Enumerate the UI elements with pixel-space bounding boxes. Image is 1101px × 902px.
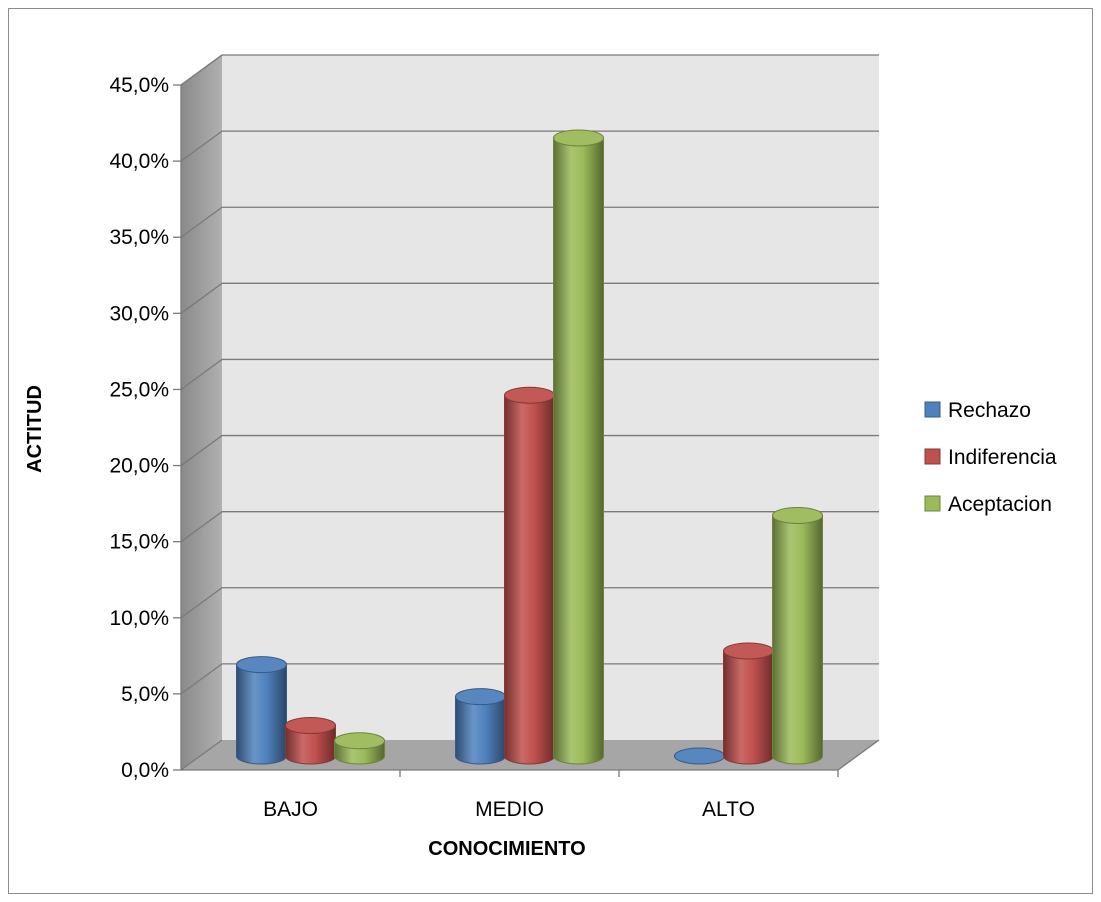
gridline bbox=[180, 206, 879, 238]
x-tick-label: BAJO bbox=[263, 798, 318, 821]
bar-indiferencia-alto bbox=[723, 642, 774, 765]
bar-rechazo-alto bbox=[674, 747, 725, 765]
gridline bbox=[180, 587, 879, 619]
y-tick-label: 45,0% bbox=[109, 74, 169, 97]
bar-top bbox=[504, 386, 555, 404]
legend: Rechazo Indiferencia Aceptacion bbox=[924, 399, 1057, 516]
y-axis-title: ACTITUD bbox=[24, 385, 46, 473]
bar-top bbox=[455, 688, 506, 706]
y-tick-label: 35,0% bbox=[109, 226, 169, 249]
side-wall bbox=[181, 55, 222, 770]
y-tick-label: 20,0% bbox=[109, 455, 169, 478]
bar-top bbox=[236, 656, 287, 674]
depth-edge bbox=[837, 739, 880, 771]
bars bbox=[236, 129, 823, 765]
gridline bbox=[180, 434, 879, 467]
legend-swatch bbox=[924, 448, 941, 465]
x-tick-label: ALTO bbox=[702, 798, 755, 821]
bar-aceptacion-medio bbox=[553, 129, 604, 765]
bar-aceptacion-alto bbox=[772, 506, 823, 765]
bar-top bbox=[334, 732, 385, 750]
y-tick-label: 0,0% bbox=[121, 759, 169, 782]
bar-chart: 0,0% 5,0% 10,0% 15,0% 20,0% 25,0% 30,0% 35,0% 40… bbox=[24, 54, 1057, 860]
bar-top bbox=[553, 129, 604, 147]
gridline bbox=[180, 130, 879, 162]
depth-edge bbox=[180, 54, 223, 86]
bar-top bbox=[285, 717, 336, 735]
gridlines bbox=[180, 54, 880, 771]
legend-item-aceptacion: Aceptacion bbox=[924, 493, 1052, 516]
x-axis-ticks: BAJO MEDIO ALTO bbox=[263, 770, 839, 821]
legend-label: Indiferencia bbox=[948, 446, 1057, 469]
y-tick-label: 25,0% bbox=[109, 378, 169, 401]
bar-body bbox=[772, 514, 823, 765]
legend-item-indiferencia: Indiferencia bbox=[924, 446, 1057, 469]
chart-frame: 0,0% 5,0% 10,0% 15,0% 20,0% 25,0% 30,0% 35,0% 40… bbox=[8, 8, 1093, 894]
y-tick-label: 30,0% bbox=[109, 302, 169, 325]
x-axis-title: CONOCIMIENTO bbox=[428, 838, 585, 860]
legend-label: Rechazo bbox=[948, 399, 1031, 422]
bar-body bbox=[455, 696, 506, 765]
bar-rechazo-medio bbox=[455, 688, 506, 765]
bar-body bbox=[504, 394, 555, 765]
gridline bbox=[180, 511, 879, 543]
x-tick-label: MEDIO bbox=[475, 798, 544, 821]
gridline bbox=[180, 282, 879, 314]
depth-edge bbox=[180, 739, 223, 771]
y-tick-label: 5,0% bbox=[121, 683, 169, 706]
bar-body bbox=[723, 650, 774, 765]
y-tick-label: 40,0% bbox=[109, 150, 169, 173]
gridline bbox=[180, 358, 879, 390]
legend-item-rechazo: Rechazo bbox=[924, 399, 1031, 422]
legend-swatch bbox=[924, 495, 941, 512]
legend-swatch bbox=[924, 401, 941, 418]
bar-top bbox=[723, 642, 774, 660]
bar-indiferencia-bajo bbox=[285, 717, 336, 765]
bar-indiferencia-medio bbox=[504, 386, 555, 765]
legend-label: Aceptacion bbox=[948, 493, 1052, 516]
y-axis-ticks: 0,0% 5,0% 10,0% 15,0% 20,0% 25,0% 30,0% 35,0% 40… bbox=[109, 74, 181, 782]
bar-rechazo-bajo bbox=[236, 656, 287, 765]
bar-aceptacion-bajo bbox=[334, 732, 385, 765]
gridline bbox=[180, 663, 879, 695]
bar-top bbox=[772, 506, 823, 524]
bar-body bbox=[553, 137, 604, 765]
y-tick-label: 15,0% bbox=[109, 531, 169, 554]
bar-body bbox=[236, 664, 287, 765]
bar-top bbox=[674, 747, 725, 765]
y-tick-label: 10,0% bbox=[109, 607, 169, 630]
